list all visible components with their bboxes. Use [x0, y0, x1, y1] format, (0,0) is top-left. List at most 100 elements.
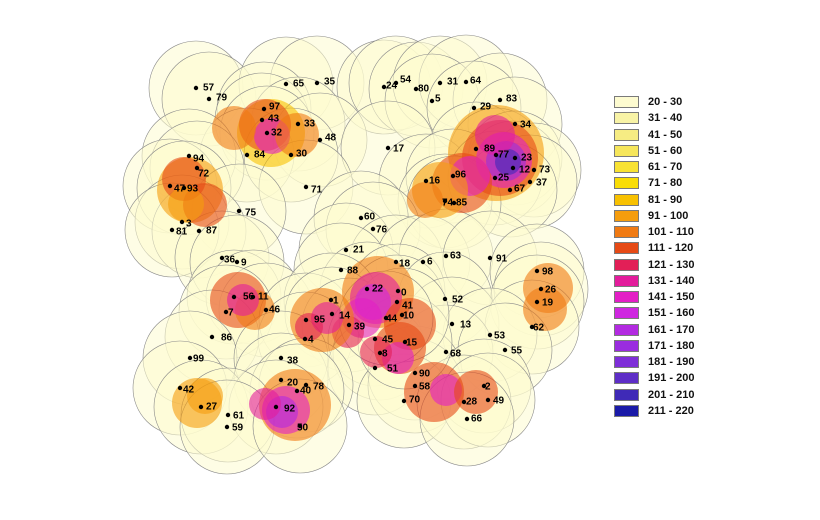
site-dot	[485, 397, 491, 403]
site-label: 88	[347, 266, 359, 277]
legend-item: 171 - 180	[612, 339, 812, 355]
site-dot	[413, 86, 419, 92]
site-dot	[234, 259, 240, 265]
legend-swatch	[614, 128, 639, 141]
site-dot	[303, 382, 309, 388]
site-dot	[497, 97, 503, 103]
site-dot	[394, 299, 400, 305]
coverage-hotspot	[523, 287, 567, 331]
site-dot	[278, 355, 284, 361]
legend-label: 121 - 130	[648, 258, 695, 271]
legend-swatch	[614, 193, 639, 206]
site-label: 66	[471, 414, 483, 425]
site-dot	[393, 80, 399, 86]
coverage-hotspot	[275, 113, 319, 157]
coverage-hotspot	[360, 336, 392, 368]
legend-item: 131 - 140	[612, 274, 812, 290]
legend-label: 191 - 200	[648, 372, 695, 385]
site-dot	[317, 137, 323, 143]
site-label: 67	[514, 184, 526, 195]
site-dot	[449, 321, 455, 327]
legend-label: 211 - 220	[648, 404, 694, 417]
site-dot	[278, 377, 284, 383]
legend-swatch	[614, 177, 639, 190]
site-dot	[181, 185, 187, 191]
site-label: 26	[545, 285, 557, 296]
site-dot	[225, 412, 231, 418]
site-label: 1	[333, 296, 339, 307]
site-label: 63	[450, 251, 462, 262]
site-dot	[429, 98, 435, 104]
legend-label: 201 - 210	[648, 388, 695, 401]
site-label: 8	[382, 349, 388, 360]
site-label: 68	[450, 349, 462, 360]
site-dot	[206, 96, 212, 102]
legend-swatch	[614, 388, 639, 401]
site-label: 28	[466, 397, 478, 408]
site-dot	[370, 226, 376, 232]
site-label: 91	[496, 254, 508, 265]
site-dot	[224, 424, 230, 430]
legend-swatch	[614, 161, 639, 173]
site-label: 47	[174, 184, 186, 195]
site-dot	[273, 404, 279, 410]
site-label: 64	[470, 76, 482, 87]
site-dot	[529, 324, 535, 330]
site-label: 45	[382, 335, 394, 346]
legend-label: 151 - 160	[648, 307, 695, 320]
site-label: 86	[221, 333, 233, 344]
site-dot	[493, 152, 499, 158]
site-dot	[186, 153, 192, 159]
legend-label: 51 - 60	[648, 144, 683, 157]
site-dot	[198, 404, 204, 410]
legend-swatch	[614, 372, 639, 385]
site-label: 3	[186, 219, 192, 230]
site-dot	[399, 312, 405, 318]
site-label: 27	[206, 402, 218, 413]
site-dot	[236, 208, 242, 214]
site-label: 74	[442, 198, 454, 209]
legend-item: 191 - 200	[612, 371, 812, 387]
site-dot	[297, 423, 303, 429]
legend-label: 161 - 170	[648, 323, 695, 336]
legend-label: 101 - 110	[648, 226, 694, 238]
site-dot	[381, 84, 387, 90]
site-label: 12	[519, 165, 531, 176]
site-dot	[303, 317, 309, 323]
site-dot	[223, 309, 229, 315]
site-dot	[450, 173, 456, 179]
site-label: 13	[460, 320, 472, 331]
legend-item: 151 - 160	[612, 306, 812, 322]
site-label: 25	[498, 173, 510, 184]
site-label: 20	[287, 378, 299, 389]
site-label: 85	[456, 198, 468, 209]
site-label: 31	[447, 77, 459, 88]
site-label: 94	[193, 154, 205, 165]
site-dot	[167, 183, 173, 189]
site-label: 58	[419, 382, 431, 393]
site-label: 32	[271, 128, 283, 139]
site-label: 35	[324, 77, 336, 88]
site-label: 65	[293, 79, 305, 90]
site-label: 72	[198, 169, 210, 180]
legend-swatch	[614, 96, 639, 108]
site-dot	[358, 215, 364, 221]
site-dot	[443, 349, 449, 355]
site-dot	[487, 332, 493, 338]
site-label: 38	[287, 356, 299, 367]
site-dot	[437, 80, 443, 86]
site-dot	[244, 152, 250, 158]
site-label: 95	[314, 315, 326, 326]
site-dot	[372, 336, 378, 342]
legend-item: 41 - 50	[612, 128, 812, 144]
site-label: 23	[521, 153, 533, 164]
site-label: 40	[300, 386, 312, 397]
site-dot	[402, 339, 408, 345]
site-dot	[412, 370, 418, 376]
site-label: 50	[297, 423, 309, 434]
site-label: 98	[542, 267, 554, 278]
site-dot	[364, 286, 370, 292]
site-dot	[177, 385, 183, 391]
coverage-hotspot	[475, 115, 515, 155]
legend-label: 20 - 30	[648, 96, 683, 108]
